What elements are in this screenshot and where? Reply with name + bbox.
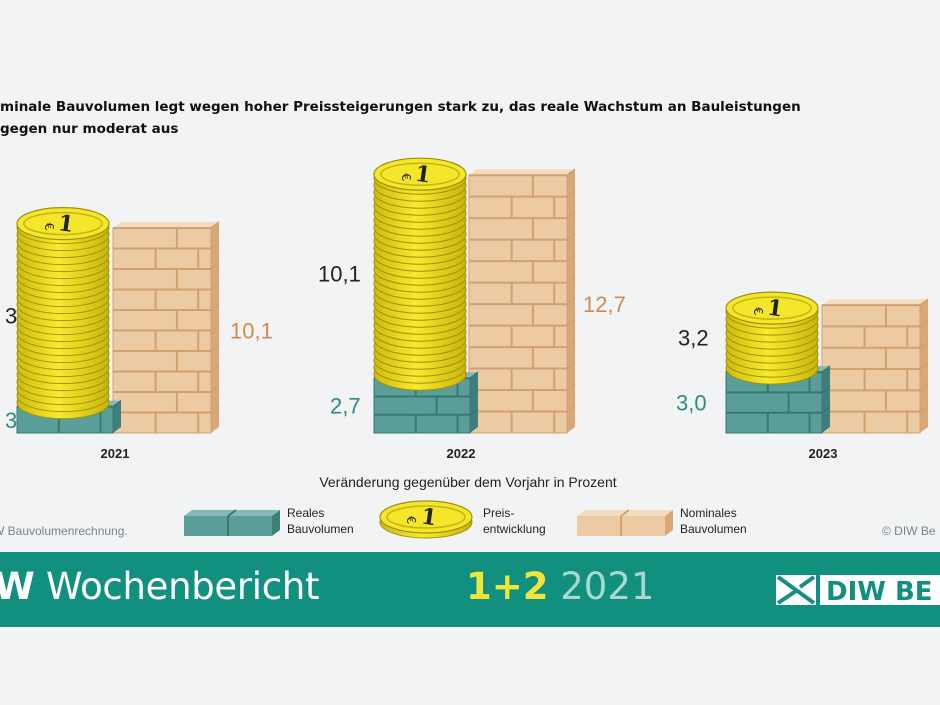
category-label-2023: 2023 [809, 446, 838, 461]
coin-top [373, 157, 467, 191]
diw-logo: DIW BE [776, 575, 940, 607]
issue-label: 1+2 2021 [466, 565, 654, 608]
publication-name: W Wochenbericht [0, 565, 319, 608]
coin-top [725, 291, 819, 325]
coin-number: 1 [414, 161, 433, 189]
legend: 1€ Reales Bauvolumen Preis-entwicklung Nomin… [184, 500, 747, 539]
price-value-label-2023: 3,2 [678, 326, 709, 351]
diw-logo-text: DIW BE [826, 577, 933, 607]
bars-layer: 1€1€1€ [16, 157, 929, 434]
coin-number: 1 [57, 210, 76, 238]
nominal-bar-2021 [112, 221, 220, 434]
legend-nominal-label: Nominales Bauvolumen [680, 506, 747, 536]
legend-nominal-swatch [577, 509, 673, 536]
legend-real-label-line-1: Reales [287, 506, 324, 520]
nominal-value-label-2021: 10,1 [230, 318, 273, 343]
headline-line-2: gegen nur moderat aus [0, 121, 179, 137]
coin-stack-2021: 1€ [16, 207, 110, 420]
labels-layer: 3 3 10,1 2021 2,7 10,1 12,7 2022 3,0 3,2 2023 [5, 262, 837, 461]
nominal-bar-2023 [821, 298, 929, 434]
price-value-label-2021: 3 [5, 303, 17, 328]
nominal-bar-2022 [468, 168, 576, 434]
legend-nominal-label-line-1: Nominales [680, 506, 737, 520]
real-value-label-2023: 3,0 [676, 391, 707, 416]
footer-banner: W Wochenbericht 1+2 2021 DIW BE [0, 552, 940, 627]
legend-real-swatch [184, 509, 280, 536]
legend-euro-icon: € [403, 515, 418, 525]
nominal-value-label-2022: 12,7 [583, 292, 626, 317]
legend-real-label-line-2: Bauvolumen [287, 522, 354, 536]
coin-top [16, 207, 110, 241]
publication-prefix: W [0, 565, 35, 608]
category-label-2021: 2021 [101, 446, 130, 461]
euro-icon: € [398, 172, 413, 182]
real-value-label-2022: 2,7 [330, 394, 361, 419]
coin-stack-2022: 1€ [373, 157, 467, 391]
issue-year: 2021 [548, 565, 655, 608]
euro-icon: € [750, 306, 765, 316]
headline-line-1: minale Bauvolumen legt wegen hoher Preis… [0, 99, 801, 115]
coin-stack-2023: 1€ [725, 291, 819, 385]
issue-number: 1+2 [466, 565, 549, 608]
legend-price-label-line-2: entwicklung [483, 522, 546, 536]
x-axis-label: Veränderung gegenüber dem Vorjahr in Pro… [319, 474, 616, 490]
chart-headline: minale Bauvolumen legt wegen hoher Preis… [0, 96, 930, 140]
coin-number: 1 [766, 295, 785, 323]
source-note: W Bauvolumenrechnung. [0, 524, 128, 538]
legend-coin-number: 1 [420, 503, 439, 531]
legend-price-label: Preis-entwicklung [483, 506, 546, 536]
chart-area: 1€1€1€ 3310,120212,710,112,720223,03,220… [0, 157, 936, 539]
category-label-2022: 2022 [447, 446, 476, 461]
copyright-note: © DIW Be [882, 524, 936, 538]
legend-coin-swatch: 1€ [379, 500, 473, 539]
real-value-label-2021: 3 [5, 408, 17, 433]
euro-icon: € [41, 222, 56, 232]
legend-nominal-label-line-2: Bauvolumen [680, 522, 747, 536]
legend-real-label: Reales Bauvolumen [287, 506, 354, 536]
price-value-label-2022: 10,1 [318, 262, 361, 287]
legend-price-label-line-1: Preis- [483, 506, 514, 520]
publication-title: Wochenbericht [34, 565, 320, 608]
